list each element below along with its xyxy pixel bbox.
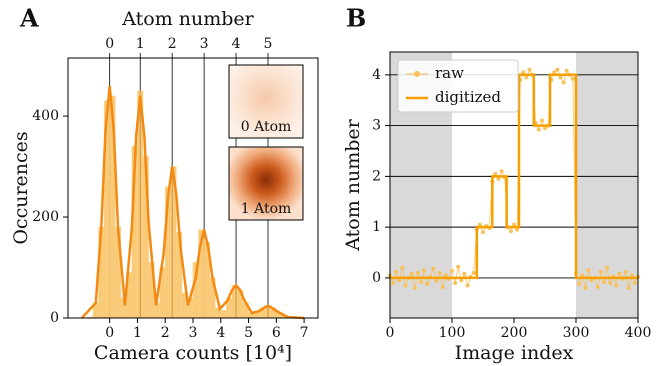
raw-point <box>456 265 460 269</box>
raw-point <box>462 272 466 276</box>
x-axis-label: Image index <box>455 342 574 364</box>
x2-axis-label: Atom number <box>121 8 254 30</box>
raw-point <box>627 286 631 290</box>
raw-point <box>416 271 420 275</box>
raw-point <box>617 272 621 276</box>
raw-point <box>537 128 541 132</box>
raw-point <box>481 230 485 234</box>
legend-label: raw <box>435 64 464 82</box>
y-tick-label: 3 <box>372 118 381 134</box>
y-tick-label: 0 <box>372 270 381 286</box>
raw-point <box>422 268 426 272</box>
raw-point <box>602 280 606 284</box>
raw-point <box>450 269 454 273</box>
panel-a: A Atom number 0 1 2 3 4 5 0 Atom 1 Atom 0 1 2 3 4 5 6 7 0 2… <box>10 4 318 365</box>
x2-tick-label: 3 <box>200 36 209 52</box>
y-tick-label: 0 <box>50 310 59 326</box>
raw-point <box>528 68 532 72</box>
raw-point <box>419 280 423 284</box>
x-tick-label: 300 <box>563 325 590 341</box>
panel-b: B 0 100 200 300 400 0 1 2 3 4 Image index Atom numbe… <box>342 4 651 365</box>
panel-label: A <box>19 4 39 33</box>
x-tick-label: 400 <box>625 325 652 341</box>
x-tick-label: 4 <box>216 325 225 341</box>
inset-label: 0 Atom <box>241 119 292 135</box>
x-axis-label: Camera counts [10⁴] <box>94 342 292 364</box>
raw-point <box>583 286 587 290</box>
raw-point <box>453 281 457 285</box>
raw-point <box>466 284 470 288</box>
raw-point <box>425 282 429 286</box>
hist-bar <box>221 310 227 318</box>
raw-point <box>577 282 581 286</box>
figure: A Atom number 0 1 2 3 4 5 0 Atom 1 Atom 0 1 2 3 4 5 6 7 0 2… <box>0 0 664 366</box>
legend-marker <box>414 71 420 77</box>
raw-point <box>500 169 504 173</box>
raw-point <box>509 229 513 233</box>
raw-point <box>571 77 575 81</box>
raw-point <box>555 68 559 72</box>
raw-point <box>394 270 398 274</box>
raw-point <box>472 271 476 275</box>
panel-label: B <box>346 4 366 33</box>
x-tick-label: 6 <box>272 325 281 341</box>
raw-point <box>404 284 408 288</box>
x2-tick-label: 0 <box>105 36 114 52</box>
x-tick-label: 0 <box>386 325 395 341</box>
raw-point <box>562 80 566 84</box>
y-tick-label: 2 <box>372 168 381 184</box>
x-tick-label: 7 <box>300 325 309 341</box>
y-tick-label: 4 <box>372 67 381 83</box>
raw-point <box>400 266 404 270</box>
x-tick-label: 2 <box>161 325 170 341</box>
x2-tick-label: 4 <box>232 36 241 52</box>
x-tick-label: 5 <box>244 325 253 341</box>
x2-tick-label: 1 <box>136 36 145 52</box>
x2-tick-label: 5 <box>264 36 273 52</box>
x-tick-label: 200 <box>501 325 528 341</box>
inset-label: 1 Atom <box>241 201 292 217</box>
x2-tick-label: 2 <box>168 36 177 52</box>
raw-point <box>431 267 435 271</box>
raw-point <box>614 284 618 288</box>
y-tick-label: 1 <box>372 219 381 235</box>
y-axis-label: Occurences <box>10 131 32 244</box>
raw-point <box>435 279 439 283</box>
raw-point <box>633 281 637 285</box>
raw-point <box>599 270 603 274</box>
legend-label: digitized <box>435 88 501 106</box>
raw-point <box>624 270 628 274</box>
x-tick-label: 0 <box>105 325 114 341</box>
raw-point <box>596 285 600 289</box>
x-tick-label: 100 <box>439 325 466 341</box>
x-tick-label: 3 <box>189 325 198 341</box>
raw-point <box>608 281 612 285</box>
raw-point <box>565 69 569 73</box>
raw-point <box>605 266 609 270</box>
raw-point <box>413 286 417 290</box>
raw-point <box>540 119 544 123</box>
raw-point <box>441 285 445 289</box>
x-tick-label: 1 <box>133 325 142 341</box>
raw-point <box>410 272 414 276</box>
raw-point <box>391 281 395 285</box>
raw-point <box>438 271 442 275</box>
raw-point <box>586 268 590 272</box>
y-tick-label: 200 <box>32 209 59 225</box>
y-tick-label: 400 <box>32 108 59 124</box>
y-axis-label: Atom number <box>342 118 364 251</box>
